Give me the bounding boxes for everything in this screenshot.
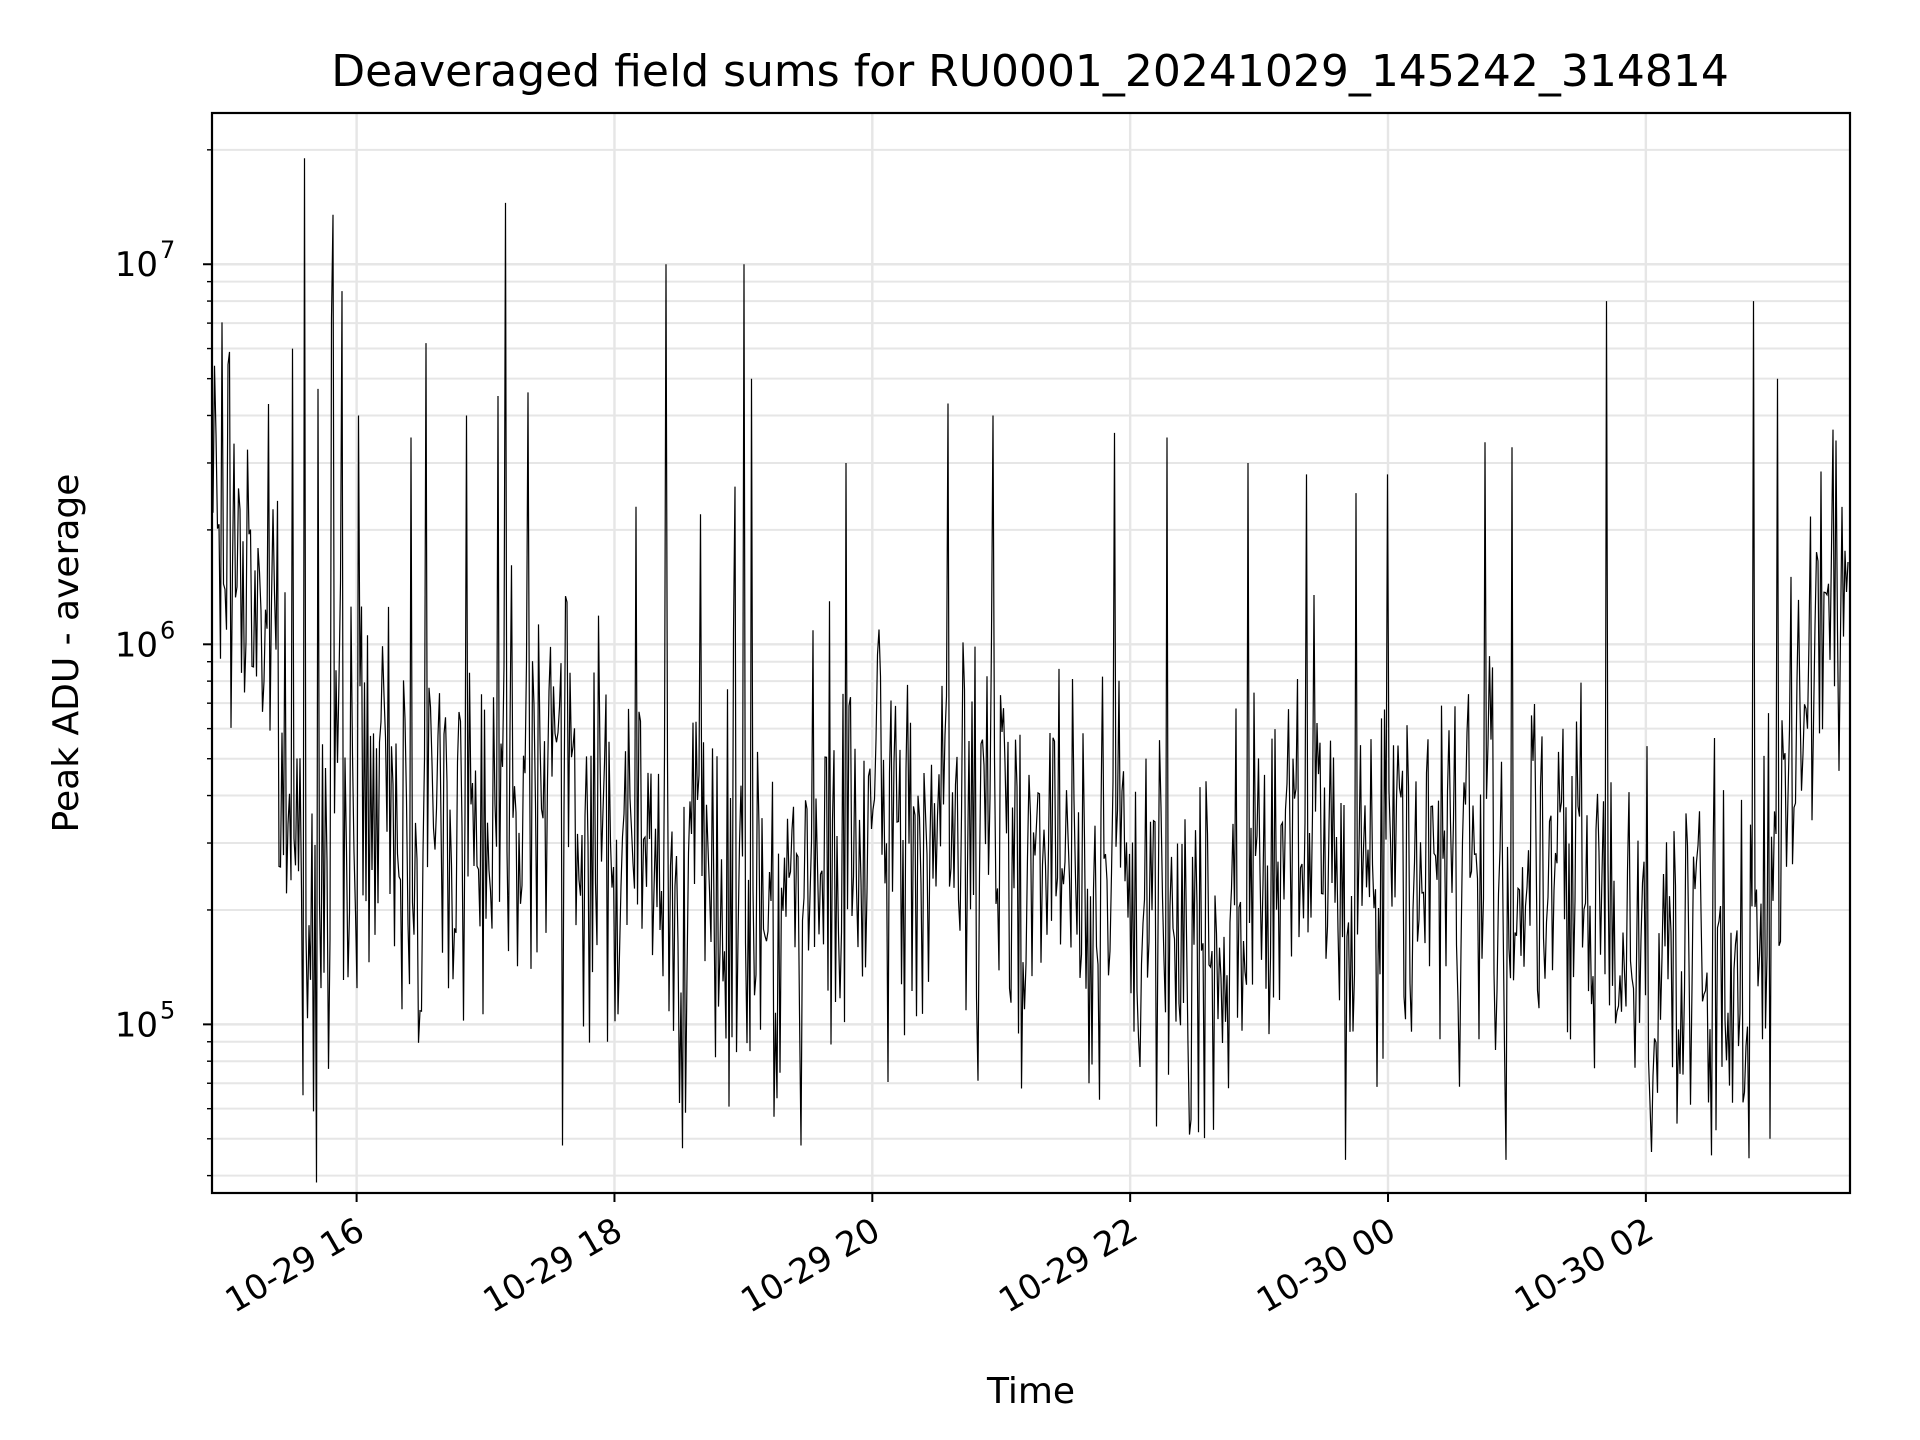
y-tick-exponent: 5 (160, 996, 175, 1024)
y-tick-label: 10 (115, 245, 158, 285)
y-axis-label: Peak ADU - average (46, 474, 87, 833)
y-tick-label: 10 (115, 625, 158, 665)
data-series (212, 158, 1849, 1183)
y-tick-exponent: 6 (160, 616, 175, 644)
x-axis-label: Time (986, 1371, 1075, 1412)
series-line (212, 158, 1849, 1183)
chart-title: Deaveraged field sums for RU0001_2024102… (331, 46, 1729, 97)
y-tick-label: 10 (115, 1005, 158, 1045)
y-tick-exponent: 7 (160, 236, 175, 264)
plot-area-frame (210, 111, 1852, 1195)
